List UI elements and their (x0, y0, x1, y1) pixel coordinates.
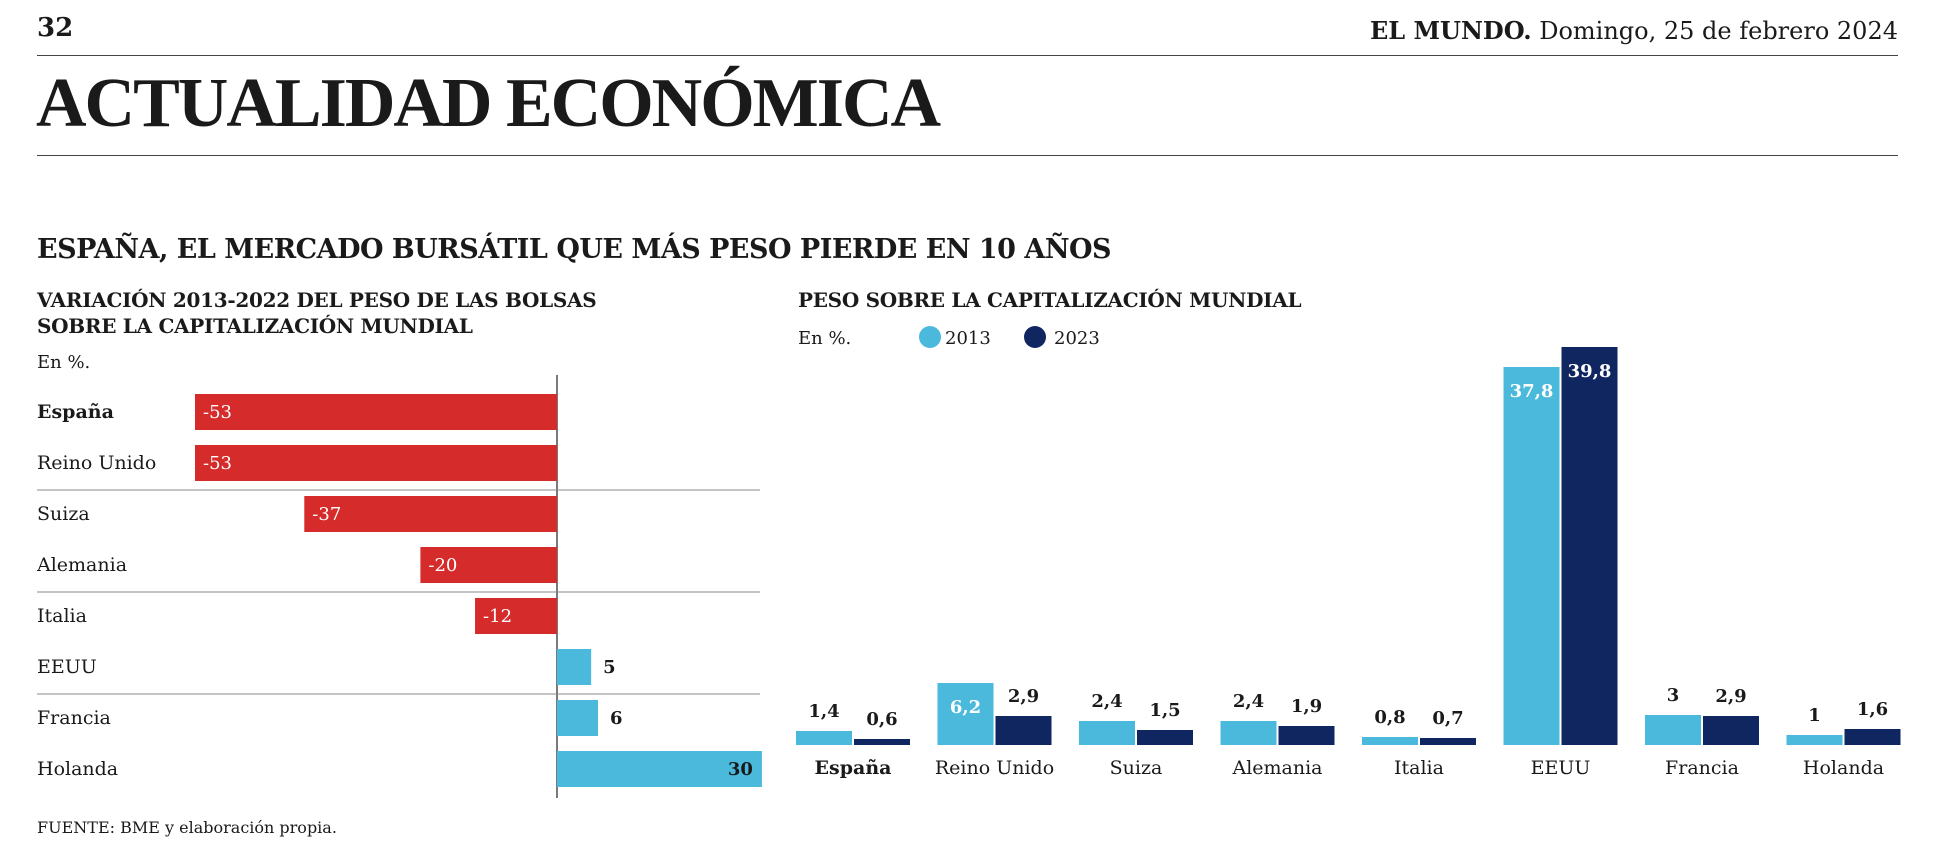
left-category-label: Alemania (37, 554, 128, 576)
hbar-value-label: 30 (727, 759, 753, 780)
bottom-category-label: España (814, 757, 892, 779)
hbar-3 (420, 547, 557, 583)
legend-2013-swatch (919, 326, 941, 348)
left-chart-unit: En %. (37, 352, 91, 373)
vbar-2023-0 (854, 739, 910, 745)
bottom-category-label: EEUU (1530, 757, 1591, 779)
vbar-2023-2 (1137, 730, 1193, 745)
left-category-label: España (37, 401, 114, 423)
left-category-label: Suiza (37, 503, 90, 525)
vbar-2023-7 (1844, 729, 1901, 745)
vbar-value-label: 0,8 (1374, 707, 1406, 728)
hbar-4 (475, 598, 557, 634)
right-chart-title: PESO SOBRE LA CAPITALIZACIÓN MUNDIAL (798, 288, 1302, 312)
hbar-value-label: -20 (428, 555, 458, 576)
vbar-2023-3 (1278, 726, 1335, 745)
page-number: 32 (37, 13, 74, 43)
vbar-2023-5 (1561, 347, 1618, 745)
hbar-7 (557, 751, 762, 787)
vbar-value-label: 39,8 (1567, 361, 1612, 382)
vbar-value-label: 0,6 (866, 709, 898, 730)
hbar-2 (304, 496, 557, 532)
masthead: EL MUNDO. Domingo, 25 de febrero 2024 (1370, 16, 1898, 45)
legend-2023-label: 2023 (1054, 328, 1100, 349)
vbar-value-label: 2,9 (1715, 686, 1747, 707)
brand-name: EL MUNDO. (1369, 16, 1532, 45)
hbar-6 (557, 700, 598, 736)
right-chart-unit: En %. (798, 328, 852, 349)
left-category-label: EEUU (37, 656, 97, 678)
vbar-2013-6 (1645, 715, 1701, 745)
vbar-2023-6 (1703, 716, 1759, 745)
hbar-value-label: -53 (203, 402, 232, 423)
vbar-value-label: 2,9 (1007, 686, 1040, 707)
section-title: ACTUALIDAD ECONÓMICA (36, 65, 941, 142)
left-chart-title-line1: VARIACIÓN 2013-2022 DEL PESO DE LAS BOLS… (37, 288, 597, 312)
hbar-value-label: 6 (609, 708, 623, 729)
header-rule (37, 55, 1898, 56)
hbar-value-label: 5 (603, 657, 616, 678)
hbar-5 (557, 649, 592, 685)
legend-2013-label: 2013 (945, 328, 991, 349)
vbar-value-label: 1,6 (1856, 699, 1889, 720)
source-note: FUENTE: BME y elaboración propia. (37, 818, 337, 837)
bottom-category-label: Alemania (1232, 757, 1323, 779)
vbar-2023-1 (995, 716, 1052, 745)
vbar-value-label: 2,4 (1091, 691, 1123, 712)
infographic-headline: ESPAÑA, EL MERCADO BURSÁTIL QUE MÁS PESO… (37, 234, 1112, 265)
bottom-category-label: Italia (1394, 757, 1444, 779)
left-category-label: Francia (37, 707, 111, 729)
vbar-2013-4 (1362, 737, 1418, 745)
vbar-value-label: 0,7 (1432, 708, 1464, 729)
vbar-2013-5 (1503, 367, 1560, 745)
hbar-0 (195, 394, 557, 430)
vbar-value-label: 1,5 (1149, 700, 1181, 721)
vbar-2013-3 (1220, 721, 1277, 745)
vbar-2013-0 (796, 731, 852, 745)
left-category-label: Reino Unido (37, 452, 157, 474)
vbar-2013-2 (1079, 721, 1135, 745)
vbar-value-label: 1,4 (808, 701, 840, 722)
left-category-label: Italia (37, 605, 87, 627)
vbar-2013-1 (937, 683, 994, 745)
bottom-category-label: Reino Unido (934, 757, 1055, 779)
vbar-value-label: 1 (1808, 705, 1821, 726)
vbar-value-label: 1,9 (1290, 696, 1323, 717)
issue-date: Domingo, 25 de febrero 2024 (1539, 17, 1898, 45)
vbar-value-label: 2,4 (1232, 691, 1265, 712)
vbar-2013-7 (1786, 735, 1843, 745)
bottom-category-label: Suiza (1109, 757, 1163, 779)
hbar-value-label: -37 (312, 504, 342, 525)
left-category-label: Holanda (37, 758, 119, 780)
legend-2023-swatch (1024, 326, 1046, 348)
hbar-1 (195, 445, 557, 481)
vbar-value-label: 6,2 (949, 697, 982, 718)
bottom-category-label: Holanda (1802, 757, 1885, 779)
hbar-value-label: -12 (483, 606, 513, 627)
section-rule (37, 155, 1898, 156)
vbar-value-label: 37,8 (1509, 381, 1554, 402)
vbar-value-label: 3 (1666, 685, 1680, 706)
bottom-category-label: Francia (1665, 757, 1739, 779)
left-chart-title-line2: SOBRE LA CAPITALIZACIÓN MUNDIAL (37, 314, 473, 338)
hbar-value-label: -53 (203, 453, 232, 474)
vbar-2023-4 (1420, 738, 1476, 745)
